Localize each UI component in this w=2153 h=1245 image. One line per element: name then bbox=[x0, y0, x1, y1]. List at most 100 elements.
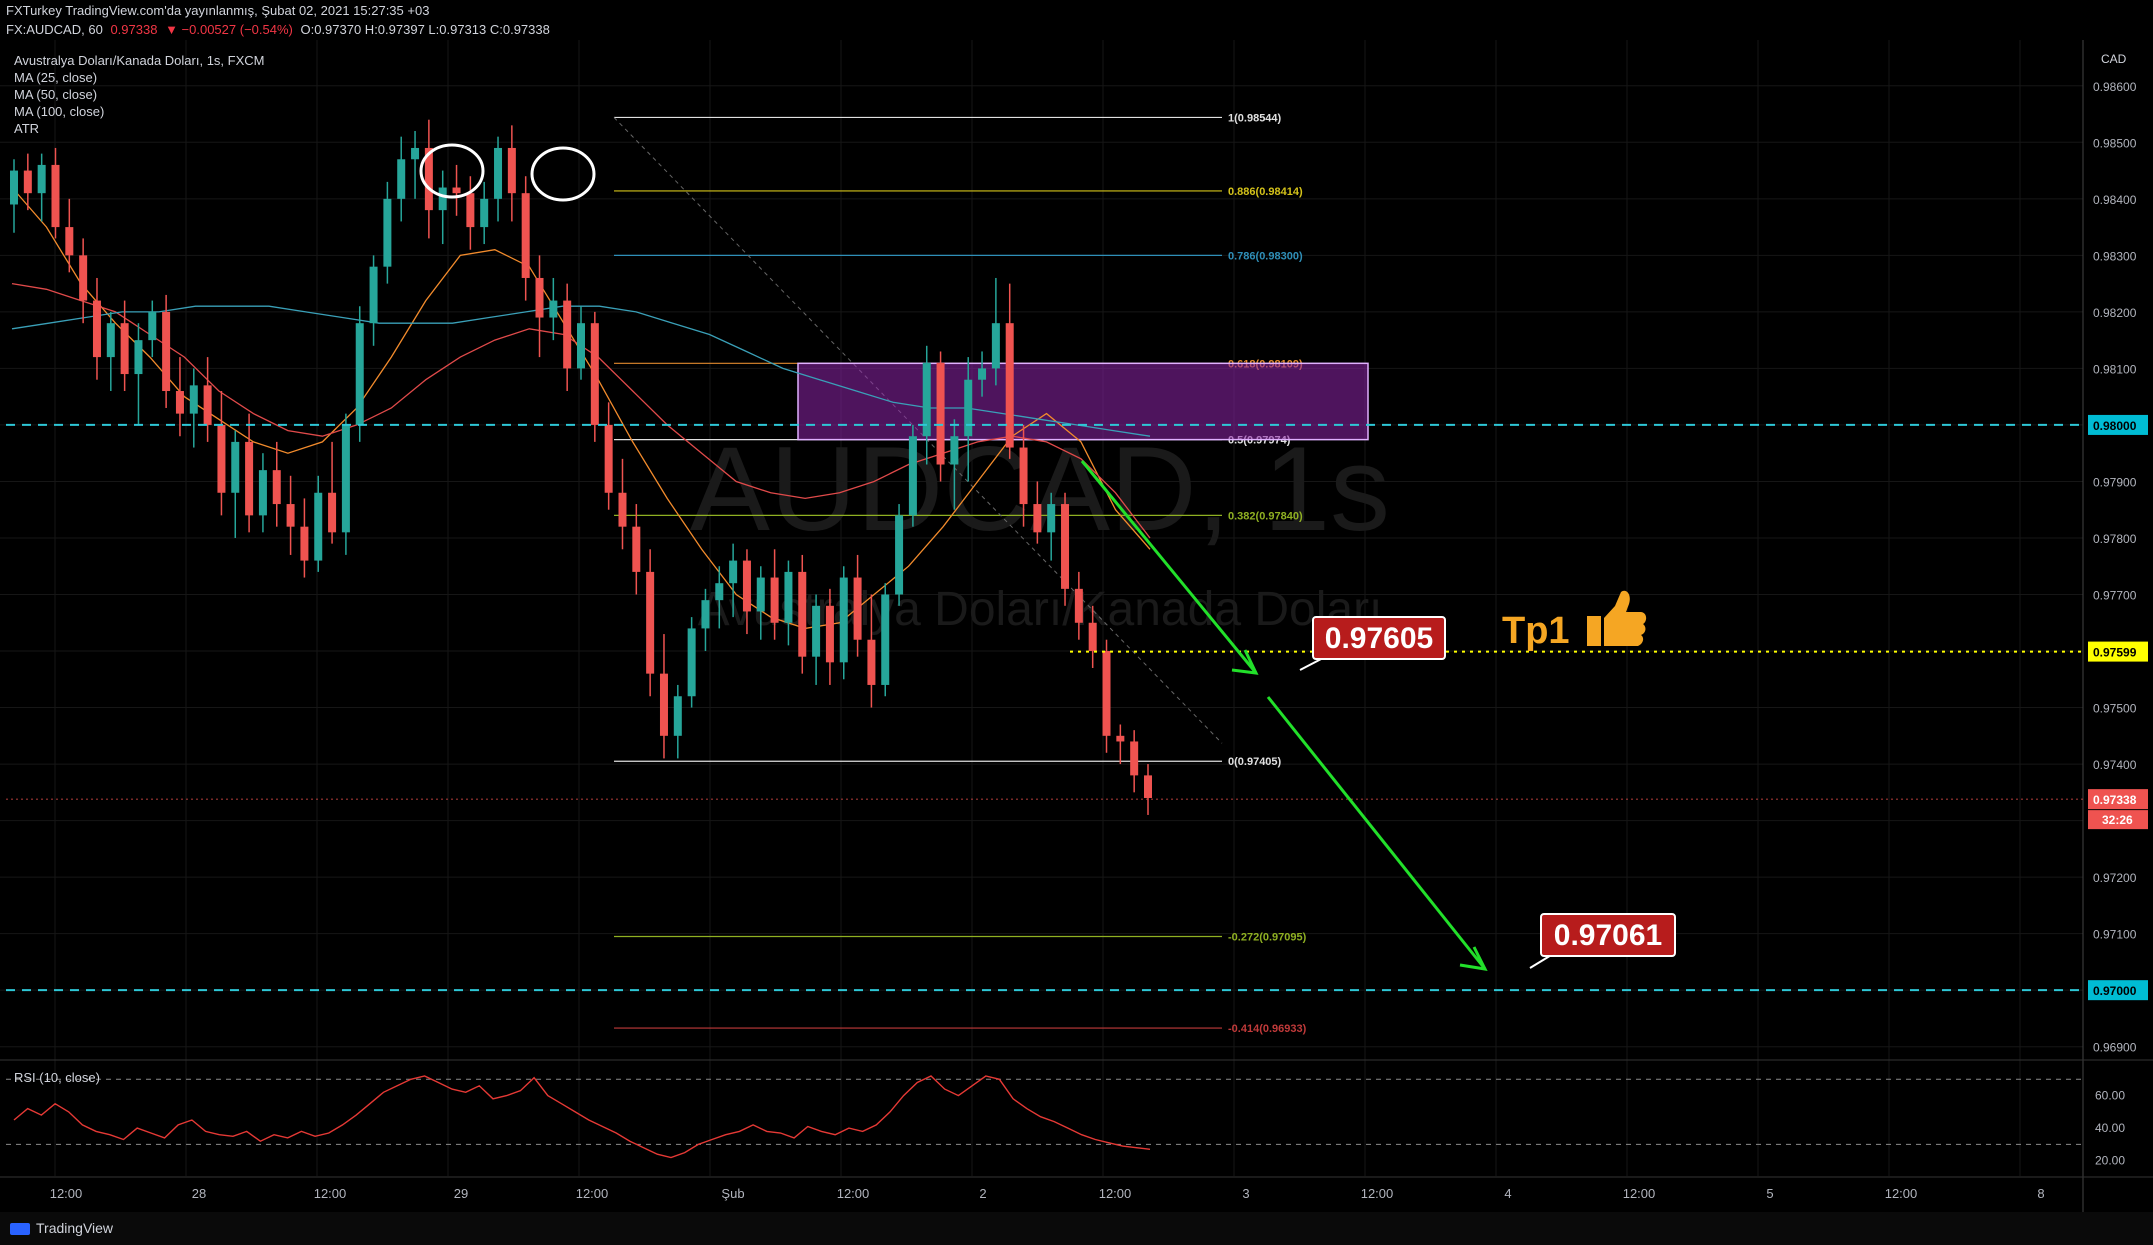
candle-body[interactable] bbox=[23, 170, 32, 194]
candle-body[interactable] bbox=[964, 379, 973, 437]
candle-body[interactable] bbox=[590, 323, 599, 425]
candle-body[interactable] bbox=[673, 696, 682, 736]
candle-body[interactable] bbox=[895, 515, 904, 595]
candle-body[interactable] bbox=[106, 323, 115, 358]
forecast-arrow[interactable] bbox=[1080, 460, 1258, 674]
candle-body[interactable] bbox=[1005, 323, 1014, 448]
forecast-arrow[interactable] bbox=[1266, 696, 1487, 970]
candle-body[interactable] bbox=[79, 255, 88, 301]
candle-body[interactable] bbox=[189, 385, 198, 414]
tradingview-logo[interactable]: TradingView bbox=[10, 1220, 113, 1236]
candle-body[interactable] bbox=[148, 311, 157, 341]
candle-body[interactable] bbox=[936, 362, 945, 465]
candle-body[interactable] bbox=[286, 504, 295, 527]
candle-body[interactable] bbox=[742, 560, 751, 612]
candle-body[interactable] bbox=[37, 164, 46, 194]
candle-body[interactable] bbox=[1130, 741, 1139, 776]
candle-body[interactable] bbox=[1033, 504, 1042, 533]
candle-body[interactable] bbox=[618, 492, 627, 527]
candle-body[interactable] bbox=[798, 571, 807, 657]
candle-body[interactable] bbox=[563, 300, 572, 369]
candle-body[interactable] bbox=[715, 583, 724, 601]
candle-body[interactable] bbox=[701, 600, 710, 629]
candle-body[interactable] bbox=[991, 323, 1000, 369]
candle-body[interactable] bbox=[1074, 588, 1083, 623]
candle-body[interactable] bbox=[369, 266, 378, 324]
candle-body[interactable] bbox=[10, 170, 18, 205]
candle-body[interactable] bbox=[825, 605, 834, 663]
candle-body[interactable] bbox=[1144, 775, 1152, 798]
candle-body[interactable] bbox=[314, 492, 323, 561]
candle-body[interactable] bbox=[604, 424, 613, 493]
candle-body[interactable] bbox=[549, 300, 558, 318]
candle-body[interactable] bbox=[300, 526, 309, 561]
peak-marker-circle[interactable] bbox=[530, 146, 596, 202]
legend-atr[interactable]: ATR bbox=[14, 121, 40, 136]
candle-body[interactable] bbox=[383, 198, 392, 267]
candle-body[interactable] bbox=[1102, 651, 1111, 736]
fibonacci-retracement[interactable]: 1(0.98544) 0.886(0.98414) 0.786(0.98300) 0.… bbox=[613, 112, 1307, 1035]
candle-body[interactable] bbox=[1088, 622, 1097, 652]
candle-body[interactable] bbox=[245, 441, 254, 516]
candle-body[interactable] bbox=[839, 577, 848, 663]
candle-body[interactable] bbox=[577, 323, 585, 369]
candle-body[interactable] bbox=[922, 362, 931, 437]
legend-title[interactable]: Avustralya Doları/Kanada Doları, 1s, FXC… bbox=[14, 53, 265, 68]
candle-body[interactable] bbox=[272, 470, 281, 505]
candle-body[interactable] bbox=[466, 193, 475, 228]
candle-body[interactable] bbox=[659, 673, 668, 736]
candle-body[interactable] bbox=[258, 470, 267, 516]
resistance-zone[interactable] bbox=[797, 362, 1369, 441]
target-price-callout[interactable]: 0.97061 bbox=[1529, 913, 1676, 969]
candle-body[interactable] bbox=[867, 639, 876, 685]
candle-body[interactable] bbox=[51, 164, 60, 228]
candle-body[interactable] bbox=[950, 436, 959, 465]
candle-body[interactable] bbox=[632, 526, 641, 572]
candle-body[interactable] bbox=[770, 577, 779, 623]
candle-body[interactable] bbox=[231, 441, 240, 493]
candle-body[interactable] bbox=[756, 577, 765, 612]
candle-body[interactable] bbox=[328, 492, 337, 533]
legend-ma100[interactable]: MA (100, close) bbox=[14, 104, 105, 119]
legend-ma50[interactable]: MA (50, close) bbox=[14, 87, 98, 102]
candle-body[interactable] bbox=[729, 560, 738, 584]
candle-body[interactable] bbox=[203, 385, 212, 425]
candle-body[interactable] bbox=[784, 571, 793, 623]
annotations[interactable]: 0.97605 0.97061 Tp1 bbox=[419, 143, 1676, 971]
candle-body[interactable] bbox=[65, 227, 74, 256]
candle-body[interactable] bbox=[1116, 735, 1125, 742]
candle-body[interactable] bbox=[92, 300, 101, 358]
candle-body[interactable] bbox=[175, 391, 184, 414]
legend-ma25[interactable]: MA (25, close) bbox=[14, 70, 98, 85]
candle-body[interactable] bbox=[341, 424, 350, 533]
peak-marker-circle[interactable] bbox=[419, 143, 485, 199]
candle-body[interactable] bbox=[120, 323, 129, 375]
target-price-callout[interactable]: 0.97605 bbox=[1299, 616, 1446, 671]
candle-body[interactable] bbox=[978, 368, 987, 380]
candle-body[interactable] bbox=[162, 311, 171, 392]
candle-body[interactable] bbox=[535, 277, 544, 318]
rsi-pane[interactable]: RSI (10, close) 60.00 40.00 20.00 bbox=[0, 1059, 2153, 1168]
candle-body[interactable] bbox=[687, 628, 696, 697]
candle-body[interactable] bbox=[1019, 447, 1028, 505]
candle-body[interactable] bbox=[646, 571, 655, 674]
candle-body[interactable] bbox=[424, 147, 433, 211]
candle-body[interactable] bbox=[438, 187, 447, 211]
candle-body[interactable] bbox=[452, 187, 461, 194]
candle-body[interactable] bbox=[134, 340, 143, 375]
candle-body[interactable] bbox=[881, 594, 890, 685]
candlesticks[interactable] bbox=[10, 119, 1152, 815]
candle-body[interactable] bbox=[397, 159, 406, 199]
candle-body[interactable] bbox=[1047, 504, 1056, 533]
candle-body[interactable] bbox=[507, 147, 516, 194]
candle-body[interactable] bbox=[480, 198, 489, 228]
symbol[interactable]: FX:AUDCAD, 60 bbox=[6, 22, 103, 37]
candle-body[interactable] bbox=[853, 577, 862, 640]
candle-body[interactable] bbox=[812, 605, 821, 657]
candle-body[interactable] bbox=[908, 436, 917, 516]
candle-body[interactable] bbox=[217, 424, 226, 493]
candle-body[interactable] bbox=[1061, 504, 1070, 589]
candle-body[interactable] bbox=[355, 323, 364, 425]
candle-body[interactable] bbox=[411, 147, 420, 160]
